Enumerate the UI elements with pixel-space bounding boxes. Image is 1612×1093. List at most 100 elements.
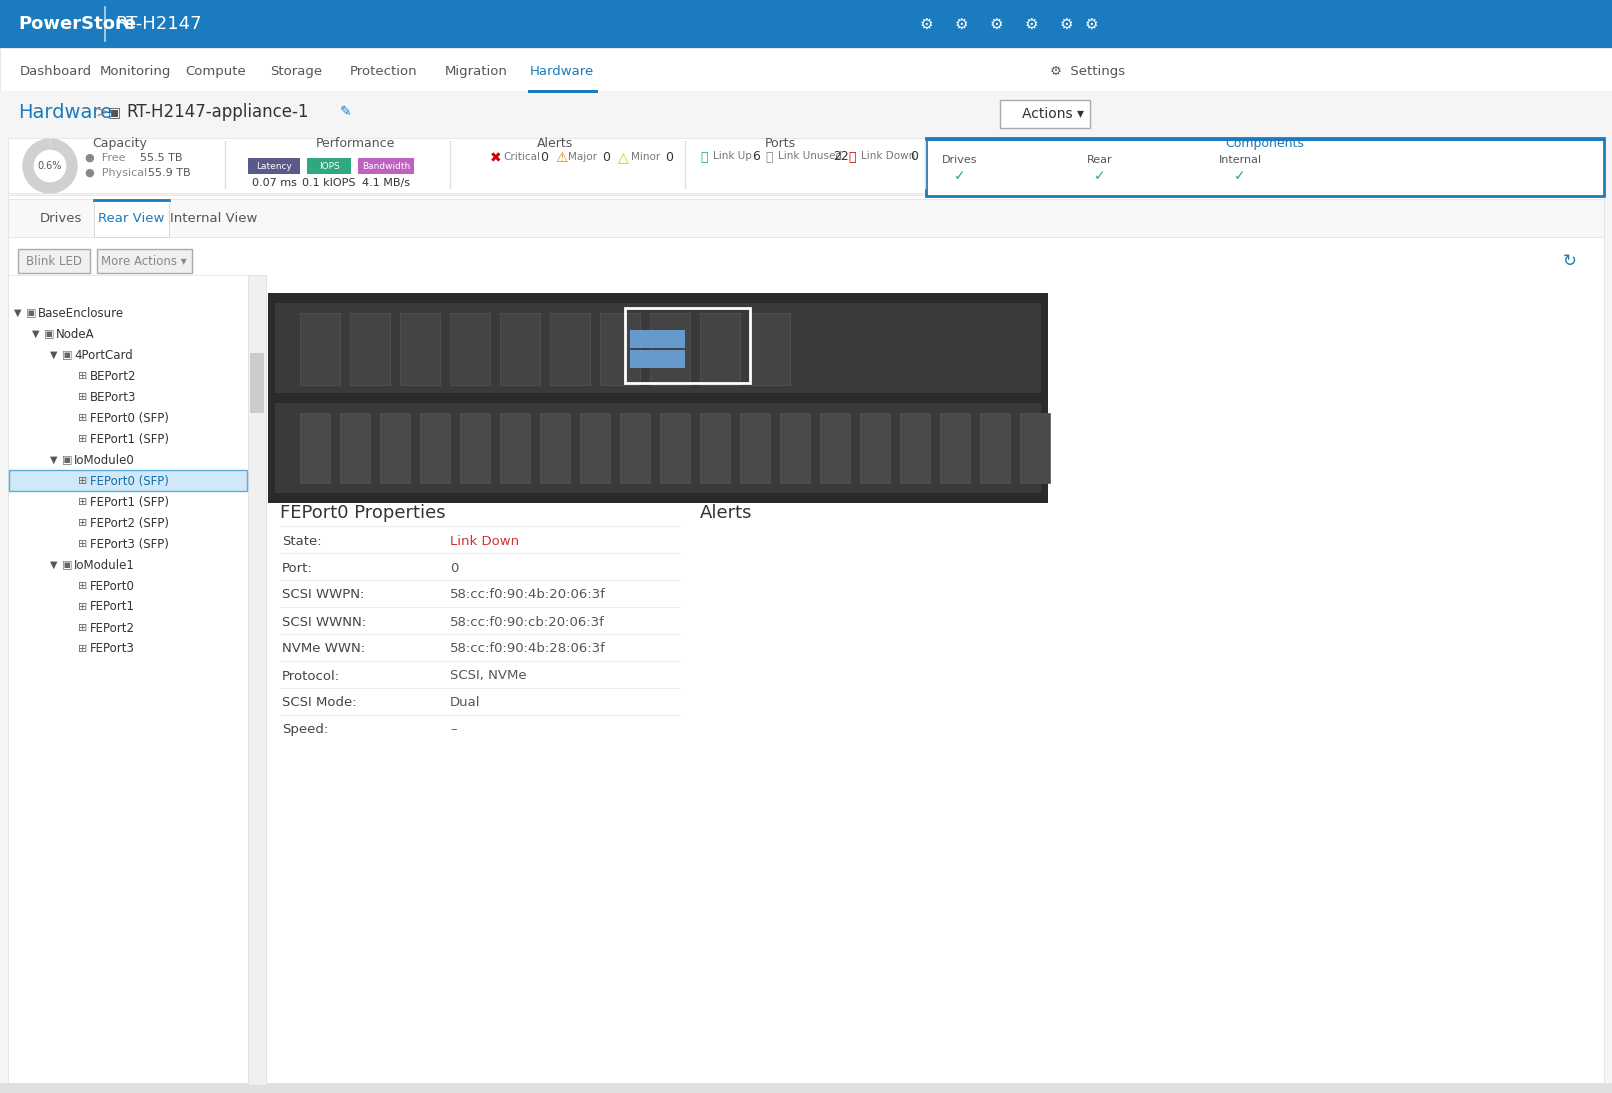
Text: 0: 0 [666, 151, 672, 164]
FancyBboxPatch shape [940, 413, 970, 483]
FancyBboxPatch shape [580, 413, 609, 483]
Text: ⚙: ⚙ [1025, 16, 1038, 32]
FancyBboxPatch shape [450, 313, 490, 385]
Text: ⊞: ⊞ [77, 371, 87, 381]
Text: Drives: Drives [943, 155, 978, 165]
Text: Internal: Internal [1219, 155, 1262, 165]
FancyBboxPatch shape [10, 470, 247, 491]
Text: Protection: Protection [350, 64, 418, 78]
FancyBboxPatch shape [8, 199, 1604, 237]
Text: NVMe WWN:: NVMe WWN: [282, 643, 366, 656]
Text: BEPort3: BEPort3 [90, 390, 137, 403]
Text: Alerts: Alerts [537, 137, 574, 150]
Text: ⊞: ⊞ [77, 497, 87, 507]
FancyBboxPatch shape [93, 199, 169, 237]
Text: SCSI Mode:: SCSI Mode: [282, 696, 356, 709]
Text: FEPort1 (SFP): FEPort1 (SFP) [90, 495, 169, 508]
Text: Dual: Dual [450, 696, 480, 709]
Text: ▣: ▣ [108, 105, 121, 119]
Text: FEPort1 (SFP): FEPort1 (SFP) [90, 433, 169, 446]
FancyBboxPatch shape [400, 313, 440, 385]
Text: ●  Free: ● Free [85, 153, 126, 163]
Text: ⚙: ⚙ [954, 16, 969, 32]
Text: PowerStore: PowerStore [18, 15, 135, 33]
FancyBboxPatch shape [621, 413, 650, 483]
Text: Actions ▾: Actions ▾ [1022, 107, 1083, 121]
Text: ⚙: ⚙ [1085, 16, 1099, 32]
Text: 58:cc:f0:90:4b:28:06:3f: 58:cc:f0:90:4b:28:06:3f [450, 643, 606, 656]
FancyBboxPatch shape [300, 313, 340, 385]
Text: 58:cc:f0:90:cb:20:06:3f: 58:cc:f0:90:cb:20:06:3f [450, 615, 604, 628]
Text: ▼: ▼ [32, 329, 42, 339]
Text: ▣: ▣ [26, 308, 37, 318]
Text: Ports: Ports [764, 137, 796, 150]
Text: 0.07 ms: 0.07 ms [251, 178, 297, 188]
Text: ✓: ✓ [1095, 169, 1106, 183]
FancyBboxPatch shape [859, 413, 890, 483]
Text: ▣: ▣ [61, 455, 73, 465]
Text: Port:: Port: [282, 562, 313, 575]
Text: ⛓: ⛓ [766, 151, 772, 164]
FancyBboxPatch shape [659, 413, 690, 483]
FancyBboxPatch shape [276, 403, 1041, 493]
Text: ⚙: ⚙ [990, 16, 1004, 32]
Text: Alerts: Alerts [700, 504, 753, 522]
FancyBboxPatch shape [750, 313, 790, 385]
Text: 4.1 MB/s: 4.1 MB/s [363, 178, 409, 188]
Text: Speed:: Speed: [282, 724, 329, 737]
Text: Internal View: Internal View [171, 212, 258, 224]
Text: More Actions ▾: More Actions ▾ [102, 255, 187, 268]
Text: ✓: ✓ [954, 169, 966, 183]
FancyBboxPatch shape [600, 313, 640, 385]
FancyBboxPatch shape [8, 138, 1604, 193]
Text: State:: State: [282, 534, 322, 548]
Text: Components: Components [1225, 137, 1304, 150]
Text: IOPS: IOPS [319, 162, 340, 171]
FancyBboxPatch shape [529, 90, 598, 93]
Text: Dashboard: Dashboard [19, 64, 92, 78]
Text: ⚠: ⚠ [555, 151, 567, 165]
FancyBboxPatch shape [248, 158, 300, 174]
Text: ⊞: ⊞ [77, 475, 87, 486]
FancyBboxPatch shape [550, 313, 590, 385]
FancyBboxPatch shape [306, 158, 351, 174]
Text: Storage: Storage [269, 64, 322, 78]
Text: 4PortCard: 4PortCard [74, 349, 132, 362]
Text: Rear: Rear [1086, 155, 1112, 165]
Text: Protocol:: Protocol: [282, 670, 340, 682]
Text: Migration: Migration [445, 64, 508, 78]
Text: Link Unused: Link Unused [779, 151, 841, 161]
Text: ⚙  Settings: ⚙ Settings [1049, 64, 1125, 78]
FancyBboxPatch shape [8, 275, 266, 1085]
FancyBboxPatch shape [268, 293, 1048, 503]
Text: FEPort1: FEPort1 [90, 600, 135, 613]
Text: FEPort0: FEPort0 [90, 579, 135, 592]
FancyBboxPatch shape [97, 249, 192, 273]
Text: >: > [95, 105, 108, 119]
FancyBboxPatch shape [1020, 413, 1049, 483]
Text: ▣: ▣ [61, 350, 73, 360]
Text: 0.1 kIOPS: 0.1 kIOPS [303, 178, 356, 188]
FancyBboxPatch shape [740, 413, 771, 483]
FancyBboxPatch shape [380, 413, 409, 483]
FancyBboxPatch shape [300, 413, 330, 483]
Text: FEPort2 (SFP): FEPort2 (SFP) [90, 517, 169, 529]
Text: ▼: ▼ [15, 308, 24, 318]
Text: Compute: Compute [185, 64, 245, 78]
FancyBboxPatch shape [780, 413, 809, 483]
Text: RT-H2147: RT-H2147 [114, 15, 202, 33]
Text: Drives: Drives [40, 212, 82, 224]
FancyBboxPatch shape [650, 313, 690, 385]
Text: Blink LED: Blink LED [26, 255, 82, 268]
Text: –: – [450, 724, 456, 737]
Text: 58:cc:f0:90:4b:20:06:3f: 58:cc:f0:90:4b:20:06:3f [450, 588, 606, 601]
FancyBboxPatch shape [700, 313, 740, 385]
Text: ⊞: ⊞ [77, 623, 87, 633]
FancyBboxPatch shape [999, 99, 1090, 128]
Text: 55.9 TB: 55.9 TB [148, 168, 190, 178]
Text: ⊞: ⊞ [77, 602, 87, 612]
FancyBboxPatch shape [980, 413, 1011, 483]
FancyBboxPatch shape [421, 413, 450, 483]
Text: 0: 0 [911, 150, 917, 163]
FancyBboxPatch shape [0, 91, 1612, 133]
